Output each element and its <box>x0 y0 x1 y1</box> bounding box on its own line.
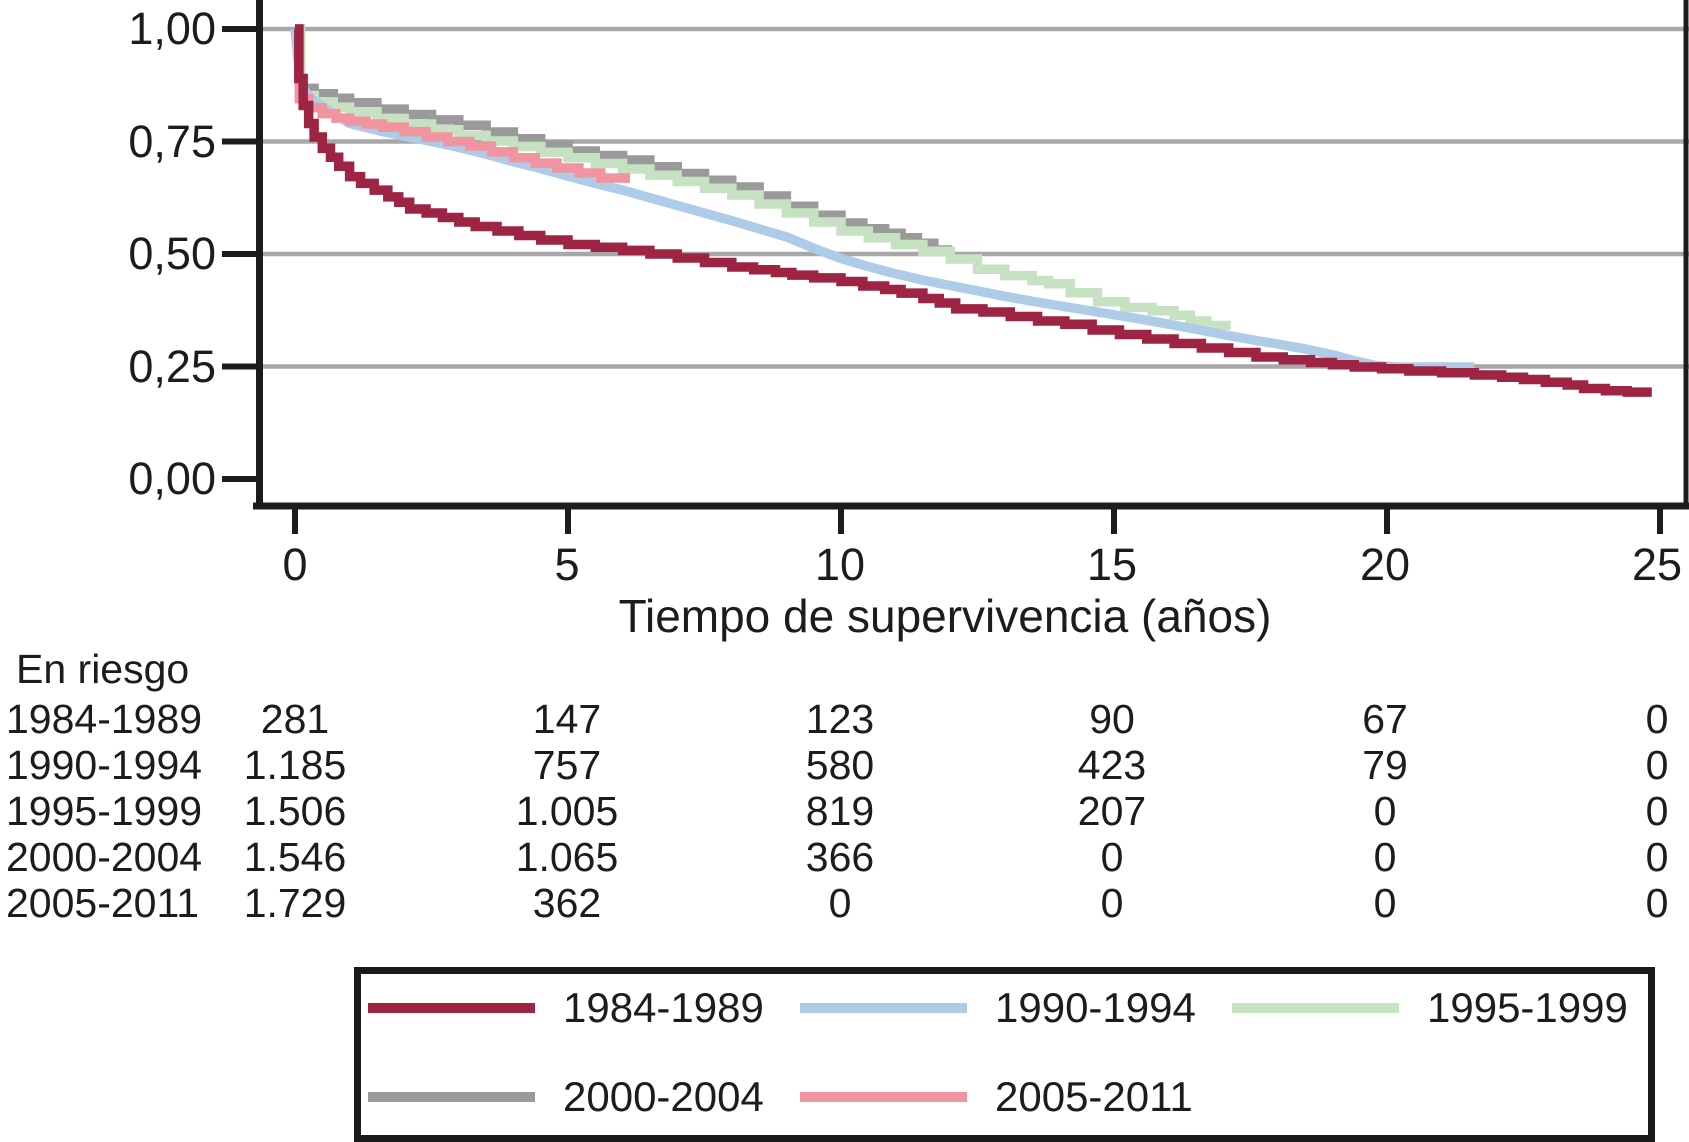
x-tick-label-15: 15 <box>1086 539 1138 590</box>
x-tick-label-25: 25 <box>1631 539 1683 590</box>
risk-value: 423 <box>1077 742 1147 788</box>
risk-value: 207 <box>1077 788 1147 834</box>
legend-label-2000-2004: 2000-2004 <box>563 1073 764 1120</box>
y-tick-label-100: 1,00 <box>128 3 216 54</box>
risk-value: 1.506 <box>243 788 347 834</box>
legend-swatch-1984-1989 <box>368 1003 535 1013</box>
risk-value: 1.729 <box>243 880 347 926</box>
y-tick-label-050: 0,50 <box>128 228 216 279</box>
legend-swatch-1995-1999 <box>1232 1003 1399 1013</box>
risk-value: 0 <box>828 880 852 926</box>
curve-1990-1994 <box>290 28 1475 372</box>
risk-value: 1.065 <box>515 834 619 880</box>
risk-value: 0 <box>1100 880 1124 926</box>
curve-1984-1989 <box>294 24 1652 397</box>
legend-label-1990-1994: 1990-1994 <box>995 984 1196 1031</box>
risk-value: 123 <box>805 696 875 742</box>
risk-value: 90 <box>1089 696 1135 742</box>
x-tick-label-10: 10 <box>814 539 866 590</box>
risk-value: 1.546 <box>243 834 347 880</box>
risk-value: 757 <box>532 742 602 788</box>
risk-value: 0 <box>1373 788 1397 834</box>
risk-value: 0 <box>1645 880 1669 926</box>
legend-label-1984-1989: 1984-1989 <box>563 984 764 1031</box>
x-tick-label-0: 0 <box>282 539 308 590</box>
risk-row-label: 1990-1994 <box>6 742 203 788</box>
y-tick-label-075: 0,75 <box>128 116 216 167</box>
x-tick-label-20: 20 <box>1359 539 1411 590</box>
legend-swatch-2005-2011 <box>800 1092 967 1102</box>
x-tick-label-5: 5 <box>554 539 580 590</box>
risk-value: 0 <box>1645 834 1669 880</box>
risk-row-label: 1995-1999 <box>6 788 203 834</box>
y-tick-label-000: 0,00 <box>128 453 216 504</box>
y-tick-label-025: 0,25 <box>128 341 216 392</box>
risk-value: 819 <box>805 788 875 834</box>
legend <box>354 967 1655 1142</box>
legend-swatch-2000-2004 <box>368 1092 535 1102</box>
legend-label-2005-2011: 2005-2011 <box>995 1073 1193 1120</box>
risk-value: 281 <box>260 696 330 742</box>
risk-value: 0 <box>1645 788 1669 834</box>
risk-value: 580 <box>805 742 875 788</box>
x-axis-title: Tiempo de supervivencia (años) <box>618 590 1272 642</box>
curve-1995-1999 <box>295 24 1231 331</box>
risk-table-title: En riesgo <box>16 646 190 692</box>
risk-value: 0 <box>1645 696 1669 742</box>
risk-value: 79 <box>1362 742 1408 788</box>
risk-value: 362 <box>532 880 602 926</box>
risk-row-label: 1984-1989 <box>6 696 203 742</box>
risk-value: 0 <box>1100 834 1124 880</box>
risk-value: 0 <box>1373 834 1397 880</box>
legend-swatch-1990-1994 <box>800 1003 967 1013</box>
risk-row-label: 2005-2011 <box>6 880 200 926</box>
risk-value: 1.005 <box>515 788 619 834</box>
risk-row-label: 2000-2004 <box>6 834 203 880</box>
risk-value: 147 <box>532 696 602 742</box>
risk-value: 1.185 <box>243 742 347 788</box>
survival-plot-canvas <box>222 0 1689 534</box>
risk-value: 0 <box>1645 742 1669 788</box>
risk-value: 0 <box>1373 880 1397 926</box>
curve-2005-2011 <box>294 24 631 183</box>
risk-value: 366 <box>805 834 875 880</box>
legend-label-1995-1999: 1995-1999 <box>1427 984 1628 1031</box>
risk-value: 67 <box>1362 696 1408 742</box>
